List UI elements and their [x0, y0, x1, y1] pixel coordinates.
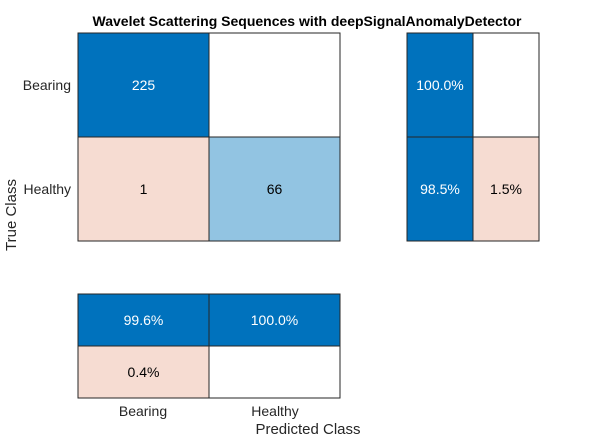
- column-summary-cell-0-0: 99.6%: [77, 293, 210, 347]
- row-summary-cell-1-1-value: 1.5%: [490, 181, 522, 197]
- column-summary-cell-1-0-rect: [77, 345, 210, 399]
- row-summary-cell-0-0-rect: [406, 32, 474, 138]
- y-axis-label: True Class: [3, 179, 20, 251]
- matrix-cell-1-0: 1: [77, 136, 210, 242]
- column-summary-cell-1-0-value: 0.4%: [128, 364, 160, 380]
- row-label-bearing: Bearing: [23, 77, 71, 93]
- column-summary-cell-0-1: 100.0%: [208, 293, 341, 347]
- row-summary: 100.0% 98.5% 1.5%: [406, 32, 540, 242]
- column-summary-cell-0-1-value: 100.0%: [251, 312, 298, 328]
- column-summary-cell-0-1-rect: [208, 293, 341, 347]
- column-summary: 99.6% 100.0% 0.4%: [77, 293, 341, 399]
- row-label-healthy: Healthy: [24, 181, 71, 197]
- row-summary-cell-0-1: [472, 32, 540, 138]
- row-summary-cell-1-1-rect: [472, 136, 540, 242]
- column-summary-cell-0-0-value: 99.6%: [124, 312, 164, 328]
- column-summary-cell-1-1-rect: [208, 345, 341, 399]
- matrix-cell-1-1-rect: [208, 136, 341, 242]
- matrix-cell-0-1-rect: [208, 32, 341, 138]
- chart-title: Wavelet Scattering Sequences with deepSi…: [93, 13, 522, 29]
- x-axis-label: Predicted Class: [255, 421, 360, 438]
- column-summary-cell-1-0: 0.4%: [77, 345, 210, 399]
- row-summary-cell-1-1: 1.5%: [472, 136, 540, 242]
- matrix-cell-1-1: 66: [208, 136, 341, 242]
- row-summary-cell-1-0: 98.5%: [406, 136, 474, 242]
- row-summary-cell-0-1-rect: [472, 32, 540, 138]
- matrix-cell-0-0-value: 225: [132, 77, 156, 93]
- matrix-cell-1-1-value: 66: [267, 181, 283, 197]
- matrix-cell-1-0-rect: [77, 136, 210, 242]
- matrix-cell-1-0-value: 1: [140, 181, 148, 197]
- column-summary-cell-1-1: [208, 345, 341, 399]
- matrix-cell-0-0-rect: [77, 32, 210, 138]
- matrix-cell-0-1: [208, 32, 341, 138]
- matrix-cell-0-0: 225: [77, 32, 210, 138]
- row-summary-cell-1-0-value: 98.5%: [420, 181, 460, 197]
- main-matrix: 225 1 66: [77, 32, 341, 242]
- row-summary-cell-1-0-rect: [406, 136, 474, 242]
- row-summary-cell-0-0-value: 100.0%: [416, 77, 463, 93]
- row-summary-cell-0-0: 100.0%: [406, 32, 474, 138]
- col-label-healthy: Healthy: [251, 403, 298, 419]
- col-label-bearing: Bearing: [119, 403, 167, 419]
